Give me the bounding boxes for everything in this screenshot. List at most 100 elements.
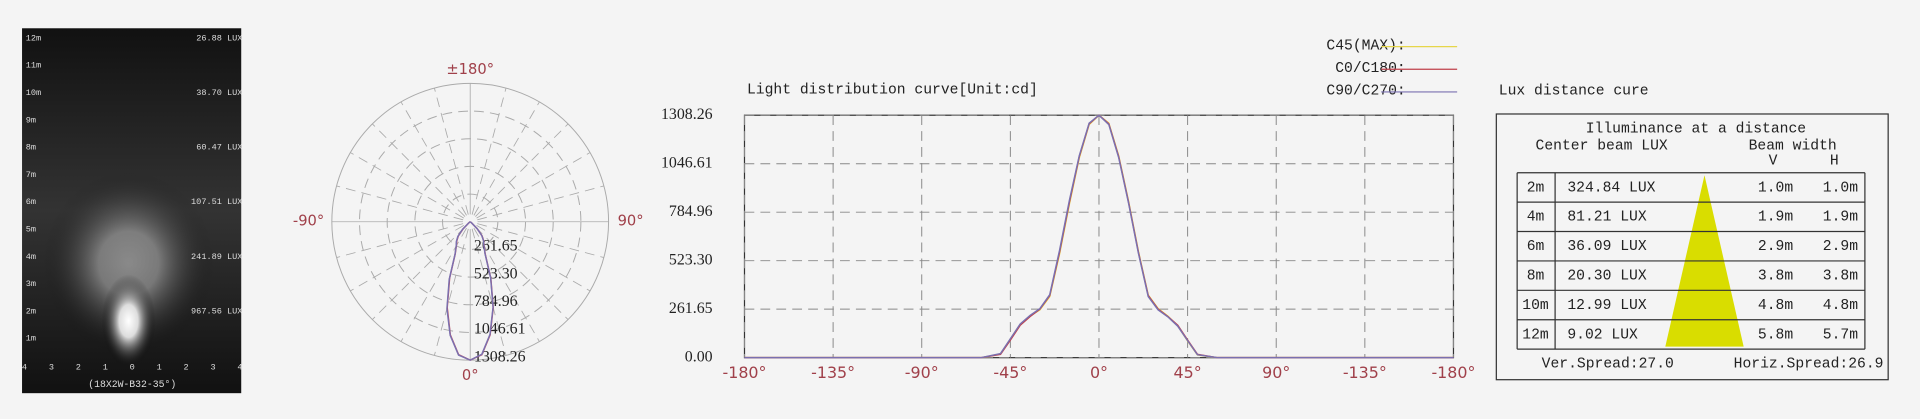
polar-spoke [476,152,591,219]
distance-label: 12m [26,33,41,43]
table-cell: 6m [1527,239,1545,255]
col-h: H [1830,153,1839,169]
polar-spoke [471,87,507,215]
lux-label: 241.89 LUX [191,252,242,262]
lux-label: 60.47 LUX [196,143,242,153]
polar-r-label: 1046.61 [474,321,526,338]
x-tick-label: 90° [1262,363,1290,382]
offset-label: 1 [157,363,162,373]
table-cell: 1.0m [1758,180,1793,196]
y-tick-label: 261.65 [669,300,713,317]
table-cell: 3.8m [1758,268,1793,284]
distance-label: 4m [26,252,36,262]
offset-label: 3 [49,363,54,373]
table-cell: 2.9m [1758,239,1793,255]
polar-ring [442,193,499,250]
table-cell: 81.21 LUX [1567,210,1647,226]
polar-spoke [471,228,507,356]
series-line [744,114,1454,359]
x-tick-label: -135° [811,363,855,382]
lux-label: 967.56 LUX [191,306,242,316]
table-cell: 5.7m [1823,327,1858,343]
y-tick-label: 0.00 [685,348,713,365]
chart-title: Light distribution curve[Unit:cd] [747,82,1038,98]
polar-spoke [372,123,466,217]
table-cell: 8m [1527,268,1545,284]
distance-label: 5m [26,224,36,234]
table-cell: 10m [1522,298,1549,314]
offset-label: 4 [22,363,27,373]
polar-angle-label: 0° [462,367,479,384]
table-cell: 1.0m [1823,180,1858,196]
distance-label: 2m [26,306,36,316]
y-tick-label: 1308.26 [661,106,713,123]
polar-spoke [476,225,591,292]
polar-angle-label: 90° [618,213,644,230]
beam-spot [101,274,156,368]
polar-spoke [350,152,465,219]
polar-ring [359,110,582,333]
table-cell: 12m [1522,327,1549,343]
offset-label: 4 [237,363,242,373]
offset-label: 0 [130,363,135,373]
table-cell: 36.09 LUX [1567,239,1647,255]
polar-spoke [400,101,467,216]
distance-label: 7m [26,170,36,180]
polar-spoke [473,101,540,216]
beam-caption: (18X2W-B32-35°) [88,379,176,390]
polar-ring [386,138,554,306]
polar-r-label: 1308.26 [474,348,526,365]
col-beam: Beam width [1749,139,1837,155]
y-tick-label: 523.30 [669,251,713,268]
polar-spoke [477,223,604,258]
lux-label: 38.70 LUX [196,88,242,98]
distance-label: 6m [26,197,36,207]
offset-label: 3 [210,363,215,373]
polar-spoke [477,185,604,221]
polar-spoke [475,226,569,320]
polar-r-label: 261.65 [474,238,518,255]
polar-ring [414,165,527,278]
table-cell: 4.8m [1823,298,1858,314]
legend-label: C90/C270: [1326,84,1405,100]
x-tick-label: -135° [1343,363,1387,382]
table-title: Lux distance cure [1499,84,1649,100]
polar-spoke [350,225,465,292]
polar-spoke [336,185,464,221]
table-cell: 9.02 LUX [1567,327,1638,343]
distance-label: 10m [26,88,41,98]
table-cell: 20.30 LUX [1567,268,1647,284]
y-tick-label: 784.96 [669,203,713,220]
horiz-spread: Horiz.Spread:26.9 [1734,357,1884,373]
x-tick-label: -90° [905,363,939,382]
table-cell: 4.8m [1758,298,1793,314]
col-center: Center beam LUX [1536,139,1668,155]
x-tick-label: 45° [1174,363,1202,382]
x-tick-label: -180° [1431,363,1475,382]
table-cell: 1.9m [1758,210,1793,226]
polar-angle-label: -90° [293,213,324,230]
polar-angle-label: ±180° [446,61,494,78]
distance-label: 1m [26,334,36,344]
x-tick-label: -180° [722,363,766,382]
polar-spoke [372,226,466,320]
offset-label: 2 [76,363,81,373]
table-cell: 324.84 LUX [1567,180,1655,196]
distance-label: 9m [26,115,36,125]
polar-r-label: 784.96 [474,293,518,310]
table-cell: 2.9m [1823,239,1858,255]
table-heading: Illuminance at a distance [1586,122,1806,138]
beam-glow [42,171,215,356]
table-cell: 5.8m [1758,327,1793,343]
x-tick-label: -45° [993,363,1027,382]
col-v: V [1769,153,1778,169]
polar-spoke [433,87,469,215]
lux-label: 26.88 LUX [196,33,242,43]
offset-label: 2 [184,363,189,373]
x-tick-label: 0° [1090,363,1108,382]
distance-label: 11m [26,61,41,71]
ver-spread: Ver.Spread:27.0 [1542,357,1674,373]
y-tick-label: 1046.61 [661,154,713,171]
